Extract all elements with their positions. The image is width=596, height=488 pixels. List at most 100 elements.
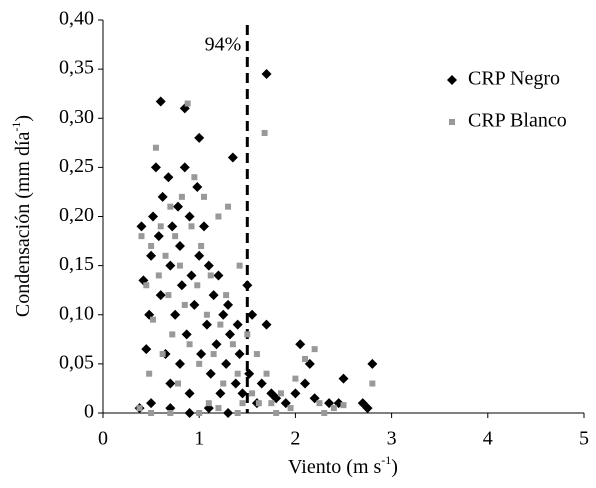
point [163, 172, 174, 183]
point [338, 373, 349, 384]
point [230, 378, 241, 389]
y-tick-label: 0,05 [59, 351, 94, 373]
point [174, 358, 185, 369]
point [203, 311, 210, 318]
point [167, 410, 174, 416]
point [205, 400, 212, 407]
point [210, 351, 217, 358]
legend-label: CRP Negro [468, 68, 560, 90]
point [138, 233, 145, 240]
point [321, 410, 328, 416]
point [244, 331, 251, 338]
point [261, 69, 272, 80]
point [255, 400, 262, 407]
legend-marker [447, 75, 457, 85]
point [146, 398, 157, 409]
point [184, 408, 195, 418]
y-tick-label: 0,30 [59, 106, 94, 128]
point [201, 319, 212, 330]
point [242, 280, 253, 291]
point [148, 410, 155, 416]
point [162, 252, 169, 259]
point [167, 203, 174, 210]
annotation: 94% [205, 34, 242, 56]
point [236, 262, 243, 269]
point [217, 321, 224, 328]
point [208, 290, 219, 301]
point [234, 349, 245, 360]
x-axis-label: Viento (m s-1) [288, 453, 398, 478]
y-tick-label: 0,25 [59, 155, 94, 177]
point [192, 182, 203, 193]
point [184, 100, 191, 107]
point [150, 162, 161, 173]
point [143, 282, 150, 289]
point [201, 193, 208, 200]
point [367, 358, 378, 369]
point [311, 346, 318, 353]
point [273, 410, 280, 416]
point [362, 403, 373, 414]
point [196, 349, 207, 360]
point [249, 390, 256, 397]
point [215, 388, 226, 399]
point [194, 132, 205, 143]
point [234, 410, 241, 416]
point [176, 262, 183, 269]
y-tick-label: 0,15 [59, 253, 94, 275]
point [237, 388, 248, 399]
point [176, 280, 187, 291]
point [227, 152, 238, 163]
point [277, 390, 284, 397]
legend-label: CRP Blanco [468, 110, 567, 132]
point [218, 309, 229, 320]
point [186, 341, 193, 348]
point [146, 370, 153, 377]
x-tick-label: 2 [290, 428, 300, 450]
point [175, 380, 182, 387]
point [199, 221, 210, 232]
point [225, 203, 232, 210]
y-tick-label: 0,40 [59, 8, 94, 30]
point [203, 260, 214, 271]
point [287, 405, 294, 412]
point [215, 405, 222, 412]
point [302, 355, 309, 362]
point [268, 400, 275, 407]
point [167, 221, 178, 232]
point [256, 378, 267, 389]
point [173, 201, 184, 212]
point [159, 351, 166, 358]
point [369, 380, 376, 387]
point [150, 316, 157, 323]
point [148, 242, 155, 249]
y-tick-label: 0,10 [59, 302, 94, 324]
point [146, 250, 157, 261]
point [239, 400, 246, 407]
point [261, 319, 272, 330]
point [184, 388, 195, 399]
point [172, 233, 179, 240]
point [340, 402, 347, 409]
point [153, 231, 164, 242]
x-tick-label: 3 [387, 428, 397, 450]
point [165, 292, 172, 299]
point [152, 144, 159, 151]
point [136, 221, 147, 232]
point [189, 299, 200, 310]
point [188, 223, 195, 230]
point [211, 339, 222, 350]
point [136, 405, 143, 412]
y-tick-label: 0,20 [59, 204, 94, 226]
point [213, 270, 224, 281]
point [234, 370, 241, 377]
point [181, 329, 192, 340]
point [221, 358, 232, 369]
point [205, 368, 216, 379]
point [330, 405, 337, 412]
point [224, 329, 235, 340]
point [223, 408, 234, 418]
point [220, 380, 227, 387]
point [155, 96, 166, 107]
